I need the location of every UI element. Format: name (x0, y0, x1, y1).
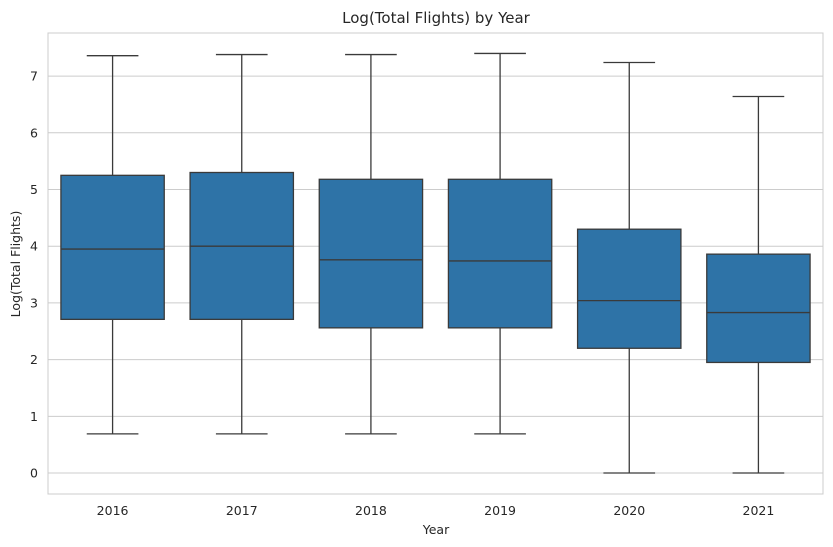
y-tick-label: 2 (30, 352, 38, 367)
y-tick-label: 6 (30, 125, 38, 140)
iqr-box (706, 253, 811, 364)
iqr-box (60, 174, 165, 321)
grid-lines (48, 75, 823, 474)
y-tick-label: 7 (30, 69, 38, 84)
x-tick-label: 2020 (613, 503, 645, 518)
box-2021 (706, 95, 811, 474)
x-tick-label: 2017 (226, 503, 258, 518)
x-tick-label: 2016 (97, 503, 129, 518)
box-2020 (576, 61, 682, 474)
y-tick-label: 5 (30, 182, 38, 197)
x-tick-label: 2018 (355, 503, 387, 518)
boxes (60, 52, 811, 474)
chart-title: Log(Total Flights) by Year (342, 9, 531, 27)
box-2016 (60, 55, 165, 435)
y-tick-label: 4 (30, 239, 38, 254)
box-2019 (447, 52, 553, 435)
iqr-box (318, 178, 424, 329)
y-tick-label: 3 (30, 295, 38, 310)
y-axis-label: Log(Total Flights) (8, 211, 23, 318)
x-tick-labels: 2016 2017 2018 2019 2020 2021 (97, 503, 775, 518)
box-2017 (189, 53, 295, 435)
x-tick-label: 2019 (484, 503, 516, 518)
box-2018 (318, 53, 424, 435)
plot-frame (47, 32, 824, 495)
y-tick-label: 0 (30, 466, 38, 481)
x-tick-label: 2021 (743, 503, 775, 518)
y-tick-label: 1 (30, 409, 38, 424)
iqr-box (447, 178, 553, 329)
iqr-box (576, 228, 682, 349)
y-tick-labels: 0 1 2 3 4 5 6 7 (30, 69, 38, 481)
x-axis-label: Year (422, 522, 450, 537)
